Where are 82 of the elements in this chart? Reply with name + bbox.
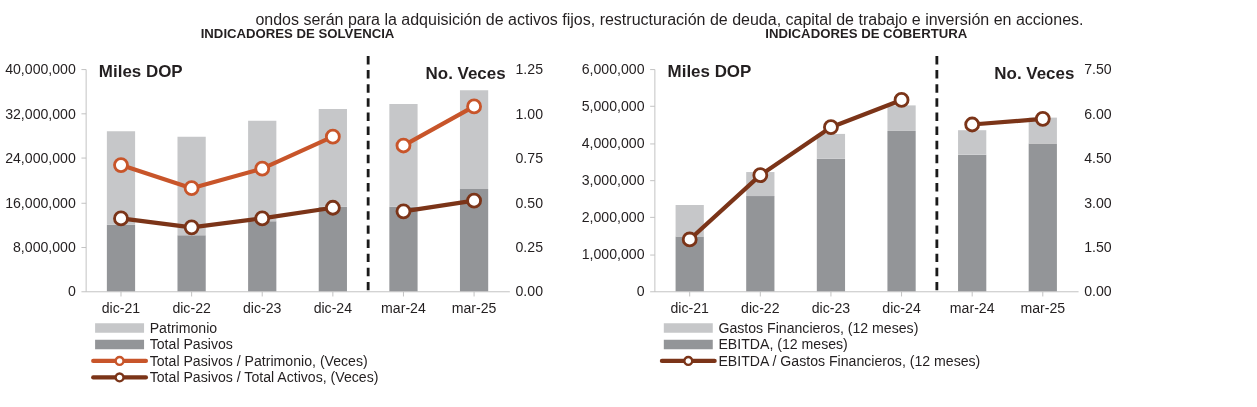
point — [466, 98, 482, 115]
point — [254, 160, 271, 177]
y2-tick-label: 4.50 — [1084, 150, 1112, 167]
x-tick-label: mar-24 — [381, 300, 426, 317]
x-tick-label: dic-21 — [101, 300, 141, 317]
y2-tick-label: 3.00 — [1084, 194, 1112, 211]
y2-tick-label: 1.00 — [515, 105, 544, 122]
y2-axis-title: No. Veces — [994, 63, 1075, 83]
bar — [958, 130, 987, 155]
x-tick-label: dic-24 — [313, 300, 353, 317]
y2-tick-label: 0.25 — [515, 239, 544, 256]
y-tick-label: 6,000,000 — [581, 61, 645, 78]
x-tick-label: dic-23 — [243, 300, 282, 317]
y-tick-label: 3,000,000 — [581, 172, 645, 189]
point — [681, 231, 698, 248]
legend-label: Total Pasivos — [149, 336, 233, 353]
bar — [177, 235, 206, 292]
bar — [459, 189, 489, 292]
y-tick-label: 2,000,000 — [581, 209, 645, 226]
y2-tick-label: 0.00 — [515, 283, 544, 300]
point — [823, 119, 839, 136]
y-tick-label: 16,000,000 — [5, 194, 76, 211]
legend-label: Total Pasivos / Patrimonio, (Veces) — [149, 352, 368, 369]
y-tick-label: 5,000,000 — [581, 98, 645, 115]
bar — [816, 158, 846, 292]
y2-axis-title: No. Veces — [425, 63, 506, 83]
x-tick-label: dic-22 — [741, 300, 780, 317]
x-tick-label: mar-25 — [451, 300, 497, 317]
point — [113, 157, 129, 173]
bar — [675, 236, 704, 292]
y2-tick-label: 1.25 — [515, 61, 544, 78]
x-tick-label: mar-25 — [1020, 300, 1066, 317]
bar — [389, 206, 418, 292]
y2-tick-label: 1.50 — [1084, 239, 1112, 256]
bar — [389, 104, 418, 207]
point — [395, 203, 412, 220]
point — [324, 128, 341, 145]
y2-tick-label: 7.50 — [1084, 61, 1112, 78]
point — [183, 180, 200, 197]
bar — [816, 133, 846, 159]
bar — [106, 224, 136, 292]
point — [395, 137, 412, 154]
y-tick-label: 32,000,000 — [5, 105, 76, 122]
point — [183, 219, 200, 236]
bar — [746, 196, 775, 292]
x-tick-label: dic-23 — [811, 300, 851, 317]
point — [466, 192, 482, 209]
bar — [318, 206, 347, 292]
y-tick-label: 24,000,000 — [5, 150, 76, 167]
legend-label: EBITDA, (12 meses) — [718, 336, 848, 353]
point — [113, 210, 129, 227]
point — [254, 210, 271, 227]
y-tick-label: 40,000,000 — [5, 61, 76, 78]
y2-tick-label: 0.50 — [515, 194, 544, 211]
y2-tick-label: 0.00 — [1084, 283, 1112, 300]
y2-tick-label: 6.00 — [1084, 105, 1112, 122]
x-tick-label: mar-24 — [949, 300, 995, 317]
bar — [887, 105, 916, 131]
y-axis-title: Miles DOP — [98, 61, 183, 81]
y-tick-label: 0 — [67, 283, 76, 300]
bar — [887, 130, 916, 292]
point — [324, 199, 341, 216]
x-tick-label: dic-21 — [670, 300, 710, 317]
point — [893, 92, 910, 108]
y-tick-label: 8,000,000 — [13, 239, 76, 256]
y-axis-title: Miles DOP — [667, 61, 752, 81]
x-tick-label: dic-22 — [172, 300, 211, 317]
bar — [248, 221, 277, 292]
text: ondos serán para la adquisición de activos fijos, restructuración de deuda, capital de trabajo e inversión en acciones. — [255, 10, 1084, 28]
y-tick-label: 4,000,000 — [581, 135, 645, 152]
y-tick-label: 1,000,000 — [581, 246, 645, 263]
legend-label: Patrimonio — [149, 319, 218, 336]
legend-label: Gastos Financieros, (12 meses) — [718, 319, 919, 336]
bar — [459, 90, 489, 190]
point — [752, 167, 769, 184]
y2-tick-label: 0.75 — [515, 150, 544, 167]
x-tick-label: dic-24 — [882, 300, 921, 317]
bar — [1028, 143, 1057, 292]
legend-label: EBITDA / Gastos Financieros, (12 meses) — [718, 352, 981, 369]
legend-label: Total Pasivos / Total Activos, (Veces) — [149, 369, 379, 386]
bar — [958, 154, 987, 292]
y-tick-label: 0 — [636, 283, 645, 300]
